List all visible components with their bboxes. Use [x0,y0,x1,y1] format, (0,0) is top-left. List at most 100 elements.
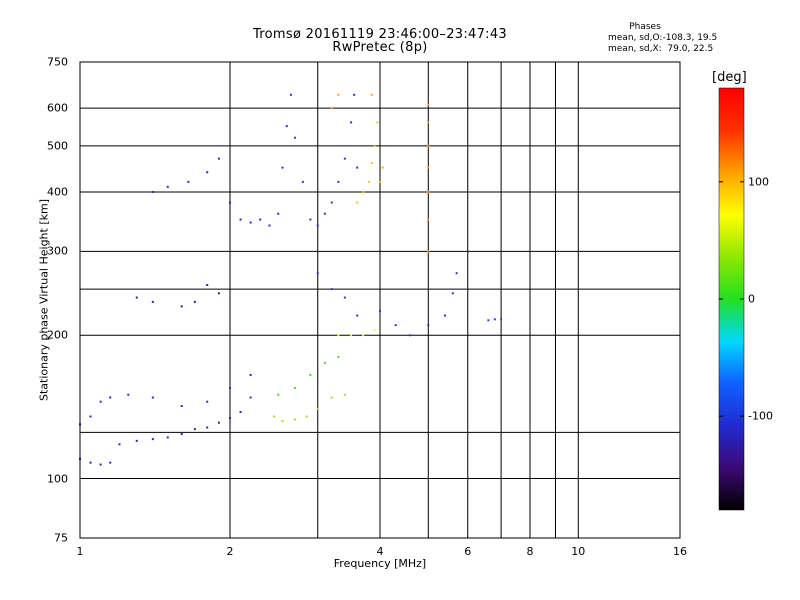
data-point [337,180,340,183]
data-points [79,93,503,466]
x-tick-label: 1 [76,545,84,558]
data-point [337,93,340,96]
data-point [268,224,271,227]
colorbar-tick-label: 0 [748,292,755,306]
data-point [206,284,209,287]
data-point [316,407,319,410]
data-point [362,190,365,193]
data-point [293,386,296,389]
data-point [381,166,384,169]
data-point [289,93,292,96]
data-point [151,300,154,303]
data-point [376,121,379,124]
data-point [427,250,430,253]
y-tick-label: 400 [47,185,68,199]
data-point [217,157,220,160]
data-point [180,433,183,436]
data-point [109,461,112,464]
data-point [370,162,373,165]
data-point [323,361,326,364]
data-point [500,318,503,321]
data-point [99,463,102,466]
data-point [99,400,102,403]
data-point [427,166,430,169]
data-point [239,410,242,413]
data-point [309,218,312,221]
data-point [281,166,284,169]
colorbar-tick-label: 100 [748,175,769,189]
data-point [151,438,154,441]
stats-heading: Phases [629,22,661,32]
data-point [443,314,446,317]
data-point [272,415,275,418]
chart-title: Tromsø 20161119 23:46:00–23:47:43 [252,27,508,42]
data-point [370,93,373,96]
data-point [217,421,220,424]
data-point [353,93,356,96]
x-axis-label: Frequency [MHz] [333,557,427,570]
data-point [180,405,183,408]
data-point [89,415,92,418]
data-point [330,107,333,110]
data-point [455,272,458,275]
data-point [330,396,333,399]
data-point [259,218,262,221]
x-tick-label: 4 [376,545,384,558]
data-point [451,292,454,295]
data-point [229,201,231,204]
y-tick-label: 300 [47,244,68,258]
data-point [427,190,430,193]
data-point [373,144,376,147]
data-point [367,180,370,183]
data-point [330,201,333,204]
data-point [427,121,430,124]
x-tick-label: 6 [464,545,472,558]
data-point [277,212,280,215]
data-point [166,436,169,439]
data-point [343,393,346,396]
data-point [193,300,196,303]
data-point [166,185,169,188]
data-point [239,218,242,221]
data-point [379,309,381,312]
data-point [249,374,252,377]
data-point [187,180,190,183]
data-point [427,218,430,221]
x-tick-label: 10 [571,545,586,558]
data-point [127,393,130,396]
data-point [249,396,252,399]
data-point [293,136,296,139]
data-point [343,157,346,160]
data-point [206,171,209,174]
data-point [323,212,326,215]
data-point [206,400,209,403]
colorbar-tick-label: -100 [748,409,773,423]
data-point [356,314,359,317]
y-tick-label: 100 [47,472,68,486]
data-point [135,439,138,442]
data-point [337,334,340,337]
colorbar [718,87,745,511]
data-point [493,318,496,321]
data-point [229,386,231,389]
data-point [118,443,121,446]
y-axis-label: Stationary phase Virtual Height [km] [37,198,51,402]
data-point [281,420,284,423]
data-point [350,334,353,337]
data-point [337,356,340,359]
data-point [151,396,154,399]
data-point [109,396,112,399]
data-point [180,305,183,308]
y-tick-label: 500 [47,139,68,153]
data-point [277,393,280,396]
x-tick-label: 16 [673,545,687,558]
data-point [409,334,412,337]
data-point [249,221,252,224]
data-point [330,288,333,291]
plot-frame [79,61,681,539]
data-point [89,461,92,464]
data-point [309,374,312,377]
data-point [151,190,154,193]
stats-o-mode: mean, sd,O:-108.3, 19.5 [608,33,718,43]
